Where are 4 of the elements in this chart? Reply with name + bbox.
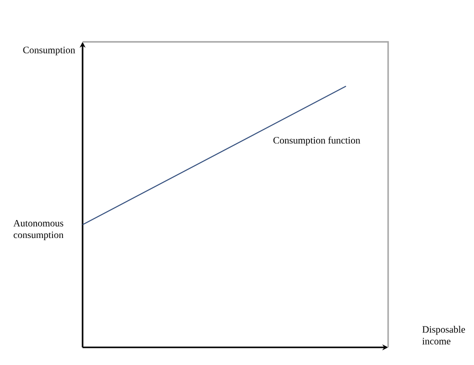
y-axis-title: Consumption <box>23 46 76 56</box>
annotation: Autonomous consumption <box>13 220 64 240</box>
x-axis-title: Disposable income <box>422 326 466 344</box>
series-label: Consumption function <box>273 136 360 146</box>
